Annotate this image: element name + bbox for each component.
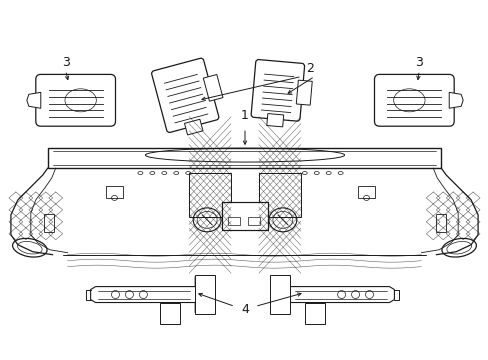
FancyArrowPatch shape [175, 114, 207, 123]
Text: 2: 2 [305, 62, 313, 75]
FancyArrowPatch shape [169, 94, 202, 103]
FancyArrowPatch shape [262, 98, 291, 100]
Bar [189, 172, 230, 217]
Bar [222, 202, 267, 230]
Bar [259, 172, 300, 217]
Bar [184, 119, 203, 135]
Polygon shape [90, 276, 207, 312]
Bar [227, 217, 240, 225]
Text: 3: 3 [61, 56, 69, 69]
Bar [266, 113, 283, 127]
FancyArrowPatch shape [261, 110, 290, 113]
Polygon shape [304, 302, 324, 324]
Bar [203, 75, 223, 101]
Text: 3: 3 [414, 56, 423, 69]
Bar [105, 186, 123, 198]
Polygon shape [448, 92, 462, 108]
Polygon shape [27, 92, 41, 108]
FancyBboxPatch shape [151, 58, 219, 132]
FancyArrowPatch shape [264, 74, 293, 77]
Bar [195, 275, 215, 315]
Bar [44, 214, 54, 232]
FancyArrowPatch shape [164, 75, 197, 83]
FancyArrowPatch shape [166, 81, 199, 90]
Bar [222, 202, 267, 230]
Bar [357, 186, 375, 198]
FancyArrowPatch shape [167, 87, 201, 96]
FancyBboxPatch shape [36, 75, 115, 126]
FancyArrowPatch shape [173, 107, 206, 116]
FancyArrowPatch shape [171, 101, 204, 110]
Bar [247, 217, 260, 225]
Bar [435, 214, 446, 232]
FancyBboxPatch shape [374, 75, 453, 126]
FancyArrowPatch shape [263, 86, 292, 89]
FancyArrowPatch shape [263, 92, 292, 95]
FancyArrowPatch shape [262, 104, 291, 107]
Bar [269, 275, 289, 315]
Polygon shape [277, 276, 394, 312]
Text: 1: 1 [241, 109, 248, 122]
FancyBboxPatch shape [251, 59, 304, 121]
Bar [48, 148, 440, 168]
FancyArrowPatch shape [264, 80, 293, 83]
Bar [296, 80, 312, 105]
Text: 4: 4 [241, 303, 248, 316]
Polygon shape [160, 302, 180, 324]
